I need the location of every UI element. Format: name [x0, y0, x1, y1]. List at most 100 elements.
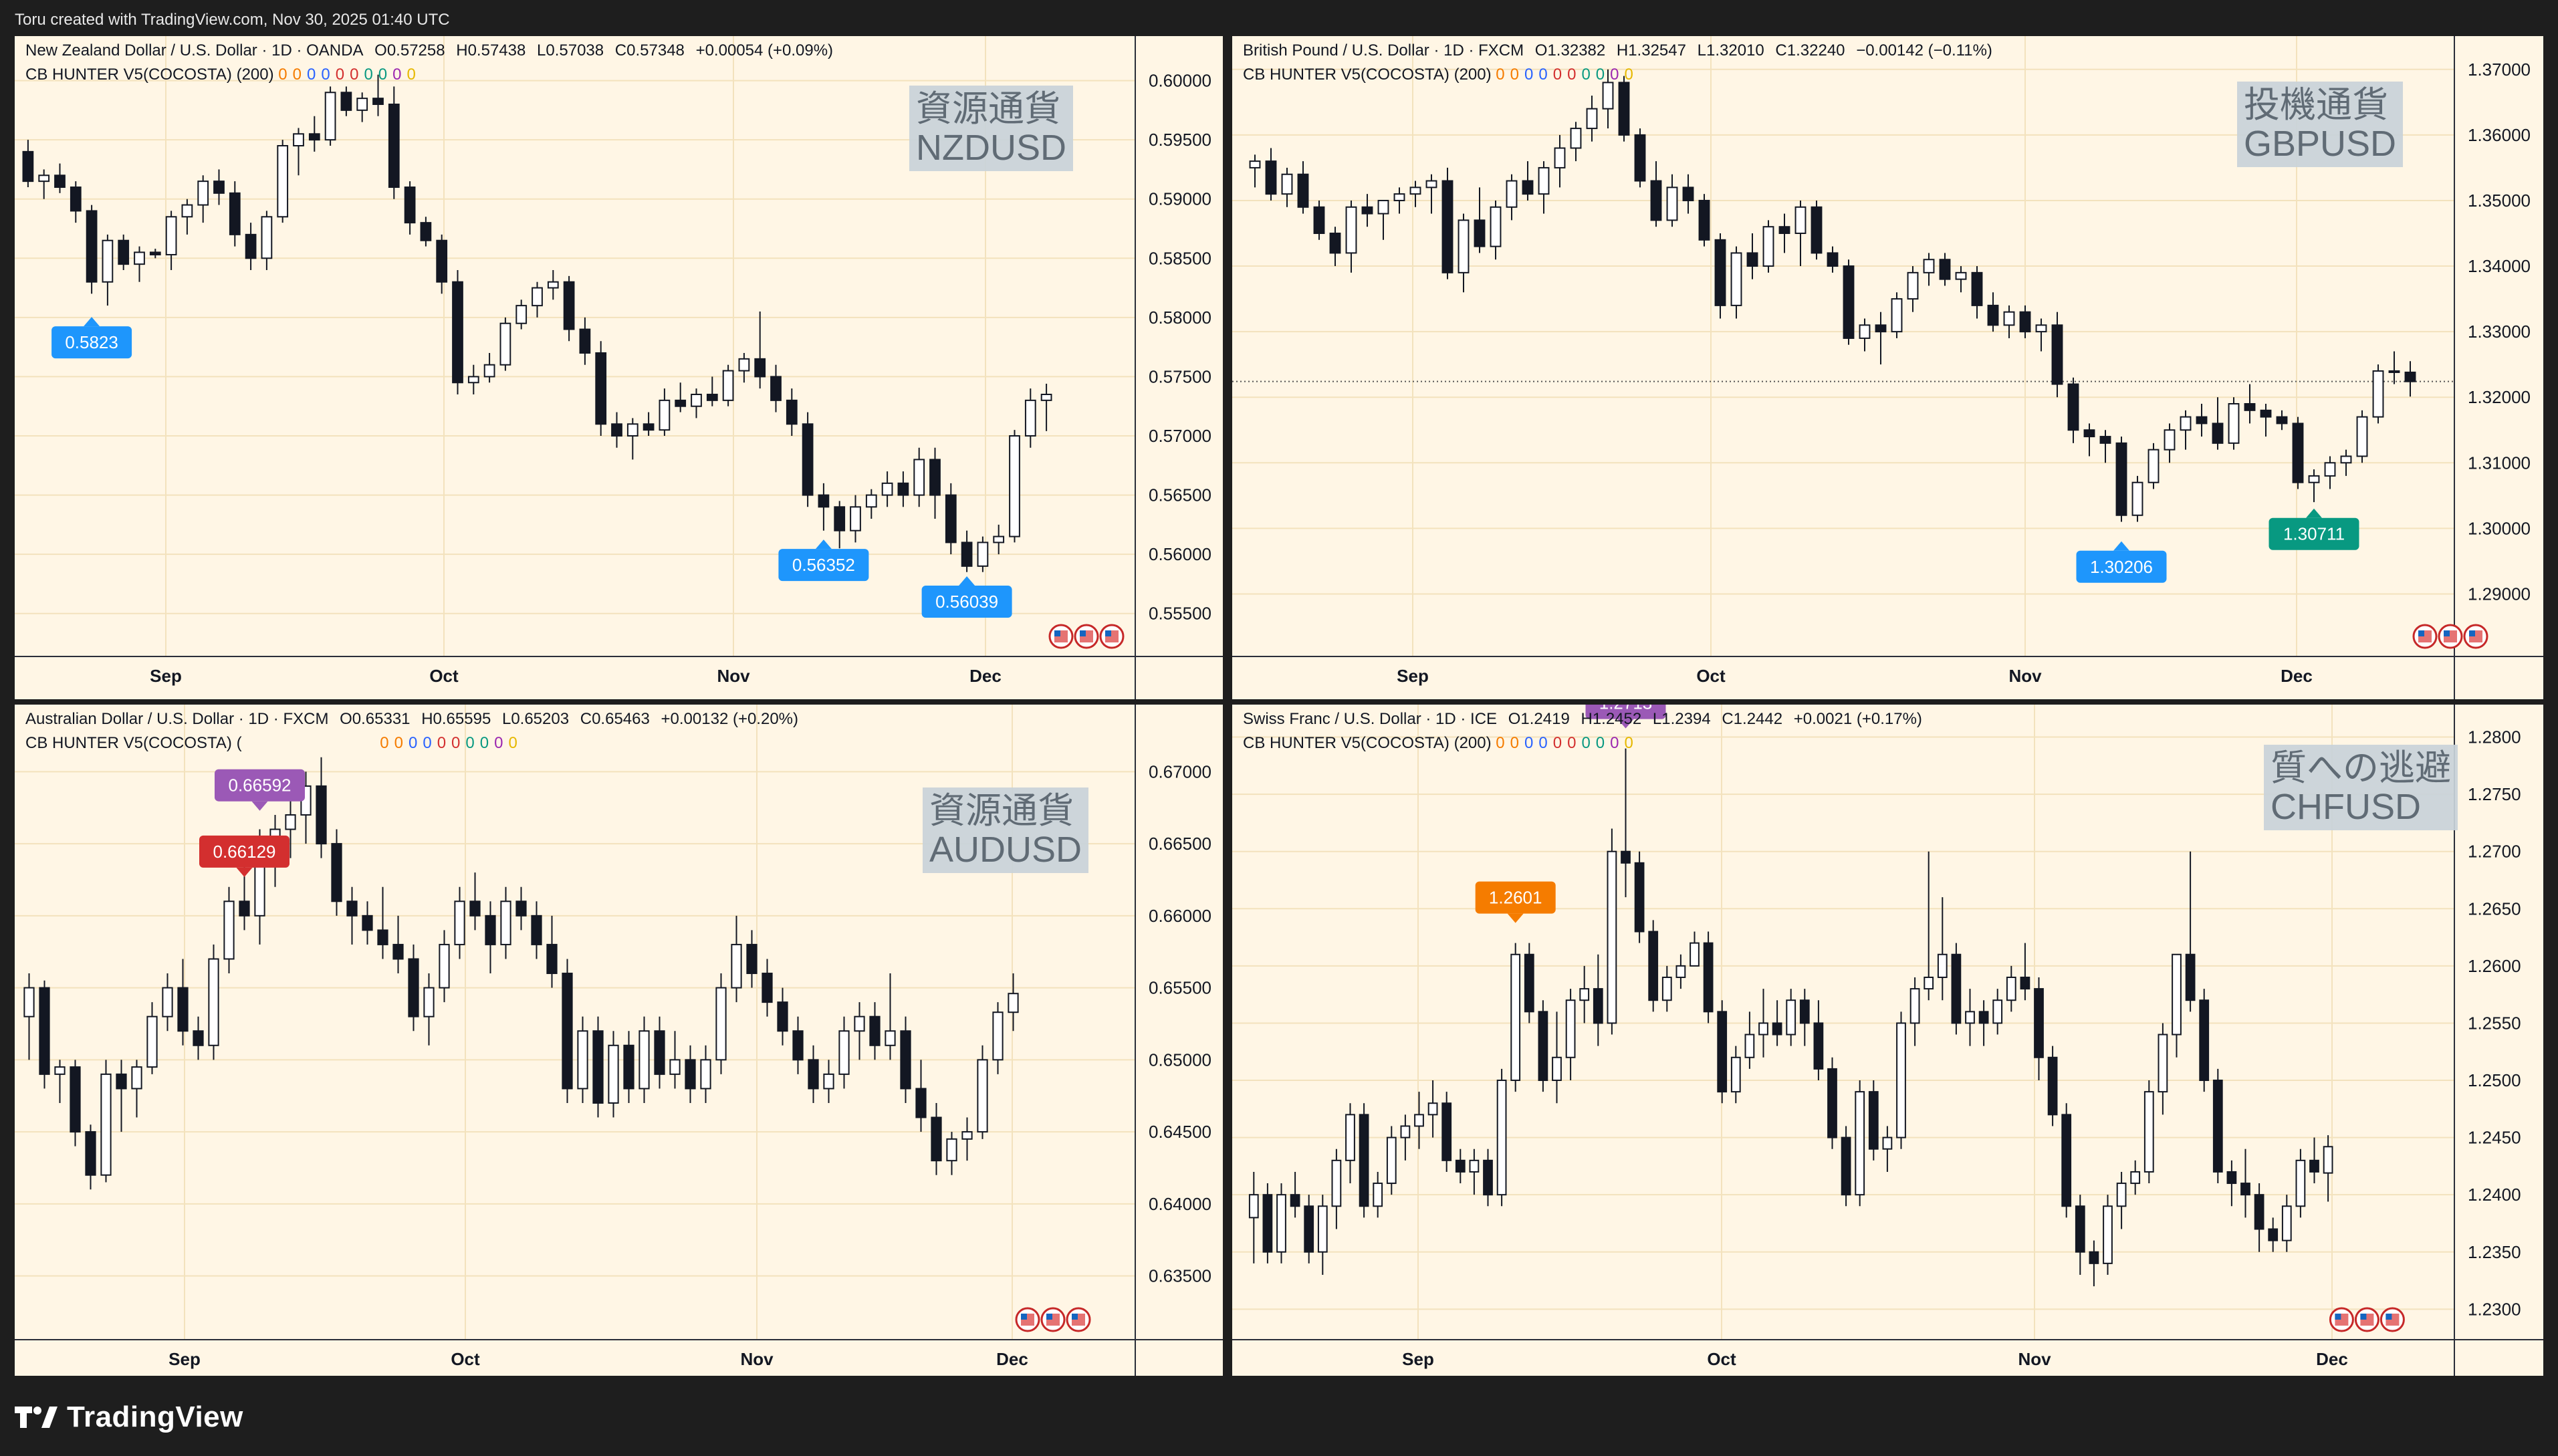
symbol-title[interactable]: British Pound / U.S. Dollar · 1D · FXCM	[1243, 41, 1524, 59]
chart-panel-audusd[interactable]: 0.67000 0.66500 0.66000 0.65500 0.65000 0.645…	[15, 705, 1223, 1376]
chart-panel-gbpusd[interactable]: 1.37000 1.36000 1.35000 1.34000 1.33000 1.320…	[1232, 36, 2543, 699]
candle-up	[208, 958, 219, 1046]
indicator-value: 0	[378, 66, 388, 84]
candle-down	[654, 1030, 665, 1075]
chart-header: British Pound / U.S. Dollar · 1D · FXCM …	[1243, 41, 1999, 84]
candle-up	[38, 174, 50, 183]
candle-up	[1377, 199, 1389, 215]
candle-down	[1827, 1068, 1837, 1138]
indicator-name[interactable]: CB HUNTER V5(COCOSTA) (200)	[1243, 734, 1492, 752]
watermark-symbol: CHFUSD	[2271, 787, 2421, 827]
time-tick-label: Nov	[2018, 1349, 2051, 1369]
candle-down	[392, 943, 404, 960]
indicator-value: 0	[1567, 734, 1577, 752]
candle-down	[340, 92, 352, 111]
candle-up	[823, 1073, 834, 1090]
indicator-value: 0	[465, 734, 475, 752]
flag-icon-canton	[2469, 630, 2475, 636]
flag-icon	[1066, 1307, 1091, 1332]
change-value: +0.00054 (+0.09%)	[695, 41, 834, 59]
signal-label-text: 0.5823	[65, 332, 118, 352]
candle-down	[2244, 403, 2256, 411]
indicator-value: 0	[1624, 66, 1633, 84]
signal-label-text: 0.56352	[792, 555, 855, 575]
signal-label-pointer	[84, 317, 100, 327]
time-tick-label: Dec	[969, 666, 1002, 686]
candle-up	[1937, 953, 1948, 978]
candle-down	[685, 1059, 696, 1090]
candle-down	[39, 987, 50, 1075]
candlestick-chart[interactable]: 1.37000 1.36000 1.35000 1.34000 1.33000 1.320…	[1232, 36, 2543, 699]
signal-label-text: 0.56039	[935, 592, 998, 612]
candle-down	[372, 98, 384, 106]
signal-label-box	[215, 769, 305, 802]
candle-down	[900, 1030, 911, 1090]
candle-up	[131, 1066, 142, 1090]
watermark-label: 資源通貨 NZDUSD	[909, 86, 1073, 171]
candle-down	[362, 915, 373, 931]
candle-up	[1666, 187, 1678, 221]
candle-up	[1281, 173, 1293, 195]
symbol-title[interactable]: Australian Dollar / U.S. Dollar · 1D · F…	[25, 710, 329, 728]
candle-down	[1799, 999, 1810, 1024]
candle-up	[722, 370, 734, 401]
candle-up	[500, 900, 511, 945]
candle-up	[1331, 1159, 1342, 1207]
time-tick-label: Oct	[1696, 666, 1726, 686]
flag-icon	[2463, 624, 2488, 649]
candle-up	[1891, 298, 1903, 333]
signal-label-pointer	[815, 539, 832, 550]
close-value: C0.65463	[580, 710, 650, 728]
signal-label-box	[51, 326, 132, 359]
watermark-category: 資源通貨	[929, 791, 1074, 831]
price-tick-label: 1.36000	[2468, 125, 2531, 145]
candle-down	[562, 973, 573, 1090]
candlestick-chart[interactable]: 1.2800 1.2750 1.2700 1.2650 1.2600 1.2550 1.25…	[1232, 705, 2543, 1376]
attribution: Toru created with TradingView.com, Nov 3…	[15, 11, 450, 29]
high-value: H0.65595	[421, 710, 491, 728]
indicator-name[interactable]: CB HUNTER V5(COCOSTA) (	[25, 734, 242, 752]
candle-up	[2308, 475, 2320, 483]
candle-down	[515, 900, 527, 917]
candle-up	[2003, 311, 2015, 326]
candlestick-chart[interactable]: 0.60000 0.59500 0.59000 0.58500 0.58000 0.575…	[15, 36, 1223, 699]
change-value: +0.0021 (+0.17%)	[1793, 710, 1922, 728]
indicator-value: 0	[335, 66, 345, 84]
indicator-name[interactable]: CB HUNTER V5(COCOSTA) (200)	[1243, 66, 1492, 84]
price-tick-label: 0.64000	[1149, 1194, 1211, 1214]
candle-up	[2281, 1205, 2292, 1241]
symbol-title[interactable]: New Zealand Dollar / U.S. Dollar · 1D · …	[25, 41, 364, 59]
close-value: C0.57348	[614, 41, 685, 59]
candle-up	[1538, 166, 1550, 195]
candle-up	[1965, 1011, 1975, 1024]
indicator-value: 0	[350, 66, 359, 84]
indicator-value: 0	[1624, 734, 1633, 752]
candle-down	[85, 1131, 96, 1176]
candle-down	[316, 785, 327, 845]
candle-up	[102, 239, 114, 283]
candle-down	[897, 482, 909, 496]
chart-panel-nzdusd[interactable]: 0.60000 0.59500 0.59000 0.58500 0.58000 0.575…	[15, 36, 1223, 699]
candle-up	[146, 1015, 158, 1068]
candlestick-chart[interactable]: 0.67000 0.66500 0.66000 0.65500 0.65000 0.645…	[15, 705, 1223, 1376]
time-tick-label: Dec	[2316, 1349, 2348, 1369]
candle-down	[1593, 988, 1603, 1024]
candle-down	[388, 104, 400, 188]
candle-up	[738, 358, 750, 372]
time-tick-label: Dec	[2281, 666, 2313, 686]
price-tick-label: 0.66500	[1149, 834, 1211, 854]
signal-label-pointer	[2113, 541, 2129, 551]
candle-down	[546, 943, 558, 975]
chart-panel-chfusd[interactable]: 1.2800 1.2750 1.2700 1.2650 1.2600 1.2550 1.25…	[1232, 705, 2543, 1376]
candle-down	[2292, 422, 2304, 483]
indicator-name[interactable]: CB HUNTER V5(COCOSTA) (200)	[25, 66, 274, 84]
price-tick-label: 1.35000	[2468, 191, 2531, 211]
tradingview-logo[interactable]: TradingView	[15, 1397, 243, 1437]
time-tick-label: Oct	[429, 666, 459, 686]
candle-down	[2061, 1114, 2072, 1207]
candle-down	[2083, 429, 2095, 438]
indicator-value: 0	[380, 734, 389, 752]
candle-down	[2020, 976, 2030, 990]
symbol-title[interactable]: Swiss Franc / U.S. Dollar · 1D · ICE	[1243, 710, 1498, 728]
